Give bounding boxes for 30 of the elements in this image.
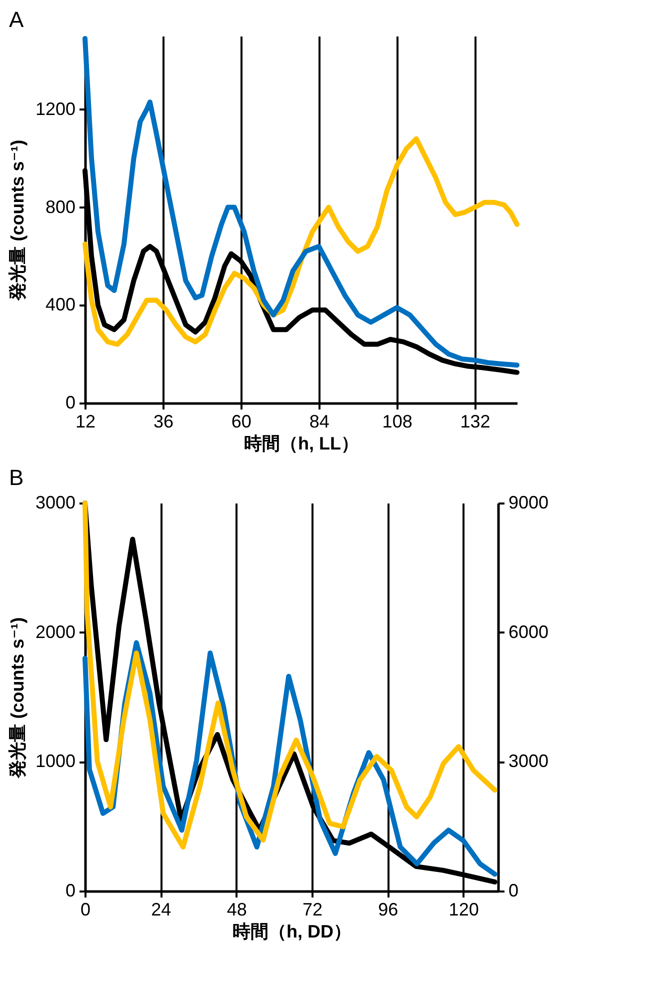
y-tick-label: 800 bbox=[45, 196, 76, 217]
x-tick-label: 0 bbox=[80, 900, 91, 920]
x-tick-label: 108 bbox=[382, 412, 412, 432]
y2-tick-label: 9000 bbox=[508, 492, 549, 512]
chart-title: B bbox=[8, 465, 24, 490]
x-tick-label: 36 bbox=[153, 412, 174, 432]
x-tick-label: 24 bbox=[151, 900, 172, 920]
y-tick-label: 0 bbox=[65, 880, 76, 900]
y-tick-label: 3000 bbox=[35, 492, 76, 512]
y-tick-label: 1000 bbox=[35, 751, 76, 772]
y-tick-label: 0 bbox=[65, 392, 76, 412]
x-axis-title: 時間（h, DD） bbox=[232, 922, 352, 942]
x-tick-label: 132 bbox=[460, 412, 490, 432]
y2-tick-label: 6000 bbox=[508, 622, 549, 642]
x-tick-label: 120 bbox=[448, 900, 479, 920]
y2-tick-label: 3000 bbox=[508, 751, 549, 772]
x-tick-label: 84 bbox=[309, 412, 330, 432]
y-axis-title: 発光量 (counts s⁻¹) bbox=[7, 140, 28, 302]
x-tick-label: 96 bbox=[378, 900, 398, 920]
y2-tick-label: 0 bbox=[508, 880, 519, 900]
chart-title: A bbox=[8, 6, 24, 32]
x-tick-label: 72 bbox=[302, 900, 323, 920]
y-tick-label: 400 bbox=[45, 294, 76, 315]
y-tick-label: 1200 bbox=[35, 98, 76, 119]
x-tick-label: 12 bbox=[75, 412, 96, 432]
y-axis-title: 発光量 (counts s⁻¹) bbox=[7, 617, 28, 779]
y-tick-label: 2000 bbox=[35, 622, 76, 642]
x-axis-title: 時間（h, LL） bbox=[244, 434, 359, 454]
x-tick-label: 60 bbox=[231, 412, 252, 432]
x-tick-label: 48 bbox=[226, 900, 247, 920]
